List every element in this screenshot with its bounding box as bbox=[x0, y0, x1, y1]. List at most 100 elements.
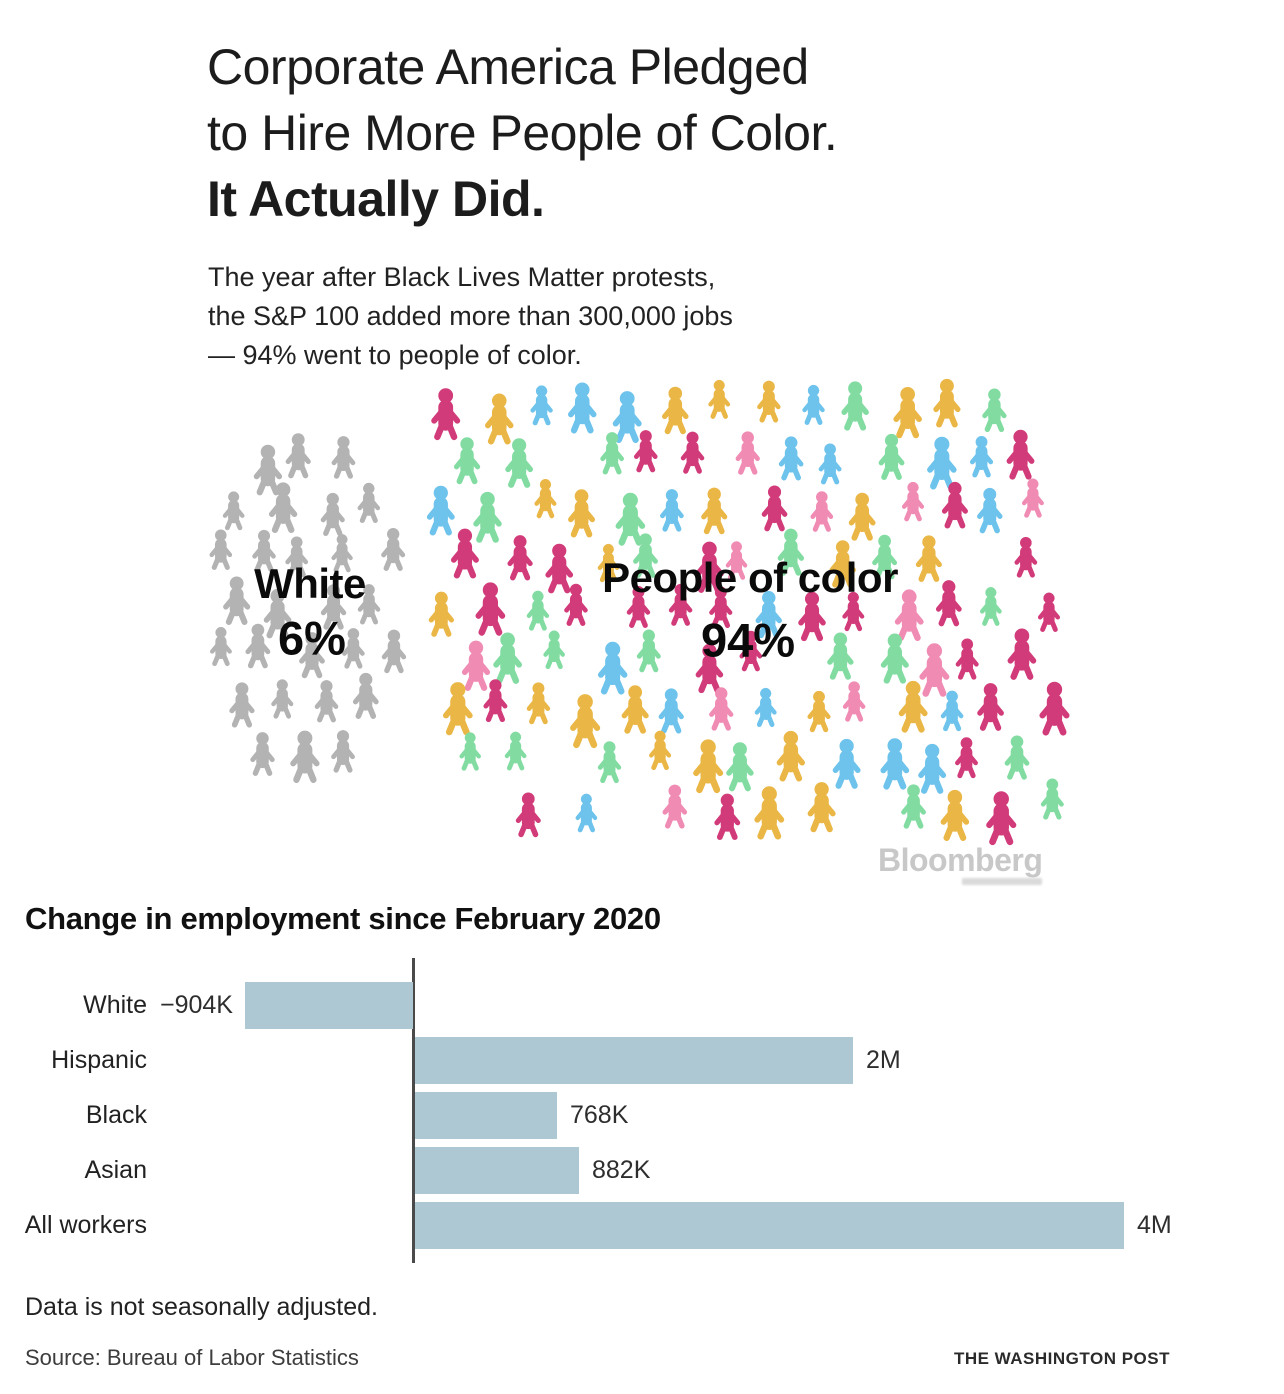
person-icon bbox=[936, 379, 958, 424]
person-icon bbox=[616, 391, 639, 439]
person-icon bbox=[636, 430, 655, 469]
headline: Corporate America Pledged to Hire More P… bbox=[207, 34, 838, 232]
person-icon bbox=[253, 732, 273, 773]
subtitle-line-3: — 94% went to people of color. bbox=[208, 340, 582, 370]
person-icon bbox=[293, 731, 316, 780]
person-icon bbox=[665, 785, 685, 826]
person-icon bbox=[431, 592, 451, 634]
person-icon bbox=[902, 681, 925, 729]
person-icon bbox=[537, 479, 555, 516]
white-group-label: White bbox=[254, 560, 366, 607]
person-icon bbox=[344, 628, 362, 666]
person-icon bbox=[476, 492, 499, 539]
data-note: Data is not seasonally adjusted. bbox=[25, 1293, 378, 1321]
person-icon bbox=[624, 686, 646, 731]
person-icon bbox=[508, 439, 530, 485]
person-icon bbox=[434, 389, 457, 437]
person-icon bbox=[232, 683, 252, 725]
person-icon bbox=[465, 641, 488, 688]
person-icon bbox=[317, 680, 336, 719]
person-icon bbox=[548, 544, 570, 590]
person-icon bbox=[273, 679, 291, 716]
person-icon bbox=[334, 436, 353, 476]
person-icon bbox=[884, 634, 906, 681]
person-icon bbox=[462, 732, 479, 768]
bloomberg-logo: Bloomberg bbox=[878, 842, 1043, 878]
bloomberg-sub-mark bbox=[962, 878, 1042, 885]
person-icon bbox=[257, 445, 280, 492]
person-icon bbox=[488, 394, 511, 441]
bar-value-label: 2M bbox=[866, 1046, 901, 1074]
person-icon bbox=[288, 434, 308, 476]
person-icon bbox=[717, 794, 738, 837]
person-icon bbox=[1009, 430, 1031, 476]
person-icon bbox=[454, 529, 476, 576]
person-icon bbox=[651, 731, 669, 768]
poc-group-label: People of color bbox=[602, 554, 898, 601]
person-icon bbox=[972, 436, 991, 475]
person-icon bbox=[430, 486, 452, 532]
person-icon bbox=[683, 432, 702, 471]
person-icon bbox=[478, 583, 502, 633]
person-icon bbox=[1010, 629, 1033, 677]
person-icon bbox=[945, 482, 966, 525]
person-icon bbox=[805, 385, 823, 422]
person-icon bbox=[546, 631, 563, 667]
person-icon bbox=[980, 683, 1001, 727]
person-icon bbox=[904, 785, 924, 826]
person-icon bbox=[457, 438, 478, 482]
person-icon bbox=[764, 486, 785, 529]
person-icon bbox=[958, 639, 976, 677]
person-icon bbox=[578, 794, 595, 830]
bar-value-label: 882K bbox=[592, 1156, 651, 1184]
bar-value-label: −904K bbox=[160, 991, 233, 1019]
person-icon bbox=[922, 644, 946, 694]
person-icon bbox=[571, 383, 594, 430]
bar-value-label: 768K bbox=[570, 1101, 629, 1129]
person-icon bbox=[844, 382, 866, 428]
person-icon bbox=[225, 492, 242, 528]
person-icon bbox=[696, 740, 720, 790]
person-icon bbox=[810, 691, 828, 729]
person-icon bbox=[518, 793, 538, 835]
person-icon bbox=[601, 642, 625, 691]
subtitle: The year after Black Lives Matter protes… bbox=[208, 258, 733, 375]
subtitle-line-1: The year after Black Lives Matter protes… bbox=[208, 262, 716, 292]
bar-category-label: Asian bbox=[84, 1156, 147, 1184]
person-icon bbox=[661, 689, 681, 731]
person-icon bbox=[930, 437, 954, 486]
headline-line-3: It Actually Did. bbox=[207, 171, 545, 227]
bar-black bbox=[415, 1092, 557, 1139]
person-icon bbox=[639, 630, 658, 670]
person-icon bbox=[665, 387, 686, 431]
chart-title: Change in employment since February 2020 bbox=[25, 901, 661, 936]
person-icon bbox=[212, 627, 229, 663]
person-icon bbox=[573, 694, 597, 744]
person-icon bbox=[507, 732, 524, 768]
person-icon bbox=[248, 624, 268, 665]
person-icon bbox=[1043, 779, 1061, 817]
white-group-percent: 6% bbox=[278, 611, 346, 665]
person-icon bbox=[496, 633, 519, 681]
person-icon bbox=[533, 386, 551, 423]
bar-all-workers bbox=[415, 1202, 1124, 1249]
person-icon bbox=[980, 488, 1000, 530]
person-icon bbox=[571, 490, 593, 535]
person-icon bbox=[1024, 479, 1042, 516]
person-icon bbox=[600, 742, 619, 781]
people-of-color-group-pictogram bbox=[430, 379, 1067, 842]
person-icon bbox=[810, 782, 832, 829]
person-icon bbox=[989, 792, 1013, 842]
person-icon bbox=[356, 673, 377, 716]
person-icon bbox=[845, 682, 863, 720]
person-icon bbox=[921, 744, 943, 791]
poc-group-percent: 94% bbox=[700, 613, 796, 667]
person-icon bbox=[759, 381, 778, 420]
person-icon bbox=[780, 731, 803, 778]
bar-category-label: White bbox=[83, 991, 147, 1019]
person-icon bbox=[738, 432, 757, 472]
person-icon bbox=[334, 730, 353, 770]
person-icon bbox=[939, 580, 960, 623]
person-icon bbox=[851, 493, 872, 538]
person-icon bbox=[619, 493, 643, 542]
